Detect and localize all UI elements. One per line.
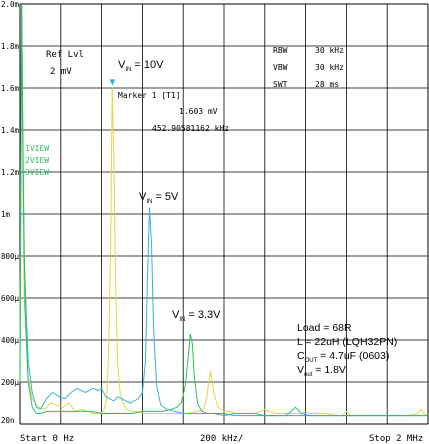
y-tick-label: 800µ xyxy=(1,252,20,261)
annotation-vout-text: = 1.8V xyxy=(312,364,346,376)
annotation-vin-10v: VIN = 10V xyxy=(118,59,164,73)
marker-amplitude: 1.603 mV xyxy=(179,107,218,116)
y-tick-labels: 20n 200µ 400µ 600µ 800µ 1m 1.2m 1.4m 1.6m 1.8m 2.0… xyxy=(1,0,20,425)
vbw-label: VBW xyxy=(273,63,288,72)
annotation-cout: COUT = 4.7uF (0603) xyxy=(297,350,389,364)
x-axis-center-label: 200 kHz/ xyxy=(200,434,243,444)
y-tick-label: 2.0m xyxy=(1,0,20,9)
vbw-value: 30 kHz xyxy=(315,63,344,72)
swt-value: 28 ms xyxy=(315,80,339,89)
rbw-label: RBW xyxy=(273,46,288,55)
annotation-vin-5v-text: = 5V xyxy=(152,191,179,203)
view-label-2: 2VIEW xyxy=(25,156,49,165)
annotation-cout-symbol: C xyxy=(297,350,305,362)
grid xyxy=(19,3,429,425)
ref-level-label: Ref Lvl xyxy=(46,50,84,60)
y-tick-label: 1m xyxy=(1,210,11,219)
swt-label: SWT xyxy=(273,80,288,89)
marker-triangle-icon xyxy=(109,79,116,86)
y-tick-label: 600µ xyxy=(1,294,20,303)
marker-title: Marker 1 [T1] xyxy=(118,91,181,100)
annotation-vout-symbol: V xyxy=(297,364,304,376)
annotation-vin-5v-symbol: V xyxy=(139,191,147,203)
annotation-cout-text: = 4.7uF (0603) xyxy=(317,350,389,362)
marker-1 xyxy=(109,79,116,86)
y-tick-label: 20n xyxy=(1,416,15,425)
annotation-vin-5v: VIN = 5V xyxy=(139,191,179,205)
series-line-vin-3v3 xyxy=(19,3,428,417)
annotation-load: Load = 68R xyxy=(297,322,352,334)
y-tick-label: 1.2m xyxy=(1,168,20,177)
x-axis-start-label: Start 0 Hz xyxy=(20,434,74,444)
annotation-vin-5v-subscript: IN xyxy=(146,199,152,205)
annotation-vout-subscript: out xyxy=(304,372,313,378)
y-tick-label: 1.4m xyxy=(1,126,20,135)
annotation-vin-3v3-subscript: IN xyxy=(179,317,185,323)
annotation-vin-10v-text: = 10V xyxy=(131,59,164,71)
y-tick-label: 1.8m xyxy=(1,42,20,51)
rbw-value: 30 kHz xyxy=(315,46,344,55)
series-group xyxy=(19,3,429,417)
annotation-inductor: L = 22uH (LQH32PN) xyxy=(297,336,397,348)
series-line-vin-5v xyxy=(19,3,428,417)
ref-level-value: 2 mV xyxy=(50,67,72,77)
y-tick-label: 1.6m xyxy=(1,84,20,93)
annotation-cout-subscript: OUT xyxy=(305,358,318,364)
annotation-vin-10v-subscript: IN xyxy=(125,67,131,73)
y-tick-label: 200µ xyxy=(1,378,20,387)
view-label-1: 1VIEW xyxy=(25,144,49,153)
marker-frequency: 452.90581162 kHz xyxy=(152,124,229,133)
annotation-vout: Vout = 1.8V xyxy=(297,364,346,378)
x-axis-stop-label: Stop 2 MHz xyxy=(369,434,423,444)
view-label-3: 3VIEW xyxy=(25,168,49,177)
y-tick-label: 400µ xyxy=(1,336,20,345)
annotation-vin-3v3-symbol: V xyxy=(172,309,180,321)
annotation-vin-3v3: VIN = 3.3V xyxy=(172,309,221,323)
annotation-vin-10v-symbol: V xyxy=(118,59,126,71)
annotation-vin-3v3-text: = 3.3V xyxy=(185,309,221,321)
